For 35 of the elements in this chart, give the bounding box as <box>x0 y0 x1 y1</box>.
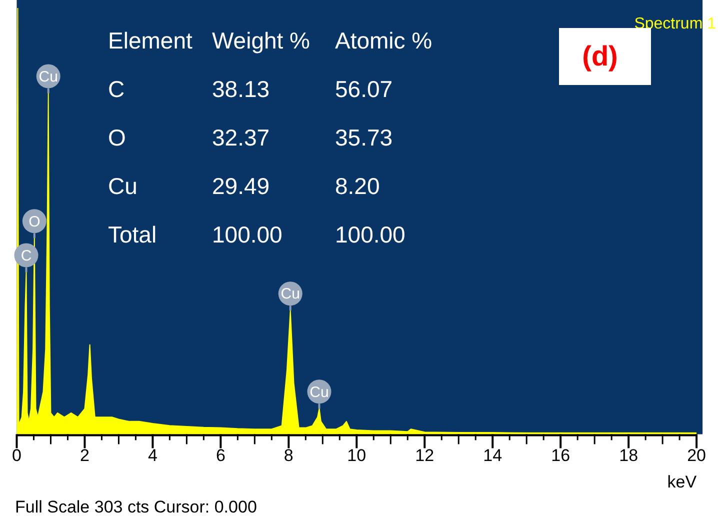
x-tick-label: 12 <box>415 446 434 466</box>
annotation: 38.13 <box>212 76 270 102</box>
annotation: 56.07 <box>335 76 393 102</box>
text: Full Scale 303 cts Cursor: 0.000 <box>15 498 257 517</box>
annotation: 29.49 <box>212 172 270 199</box>
x-tick-label: 18 <box>619 446 638 466</box>
annotation: C <box>108 76 125 102</box>
annotation: 100.00 <box>212 221 282 248</box>
annotation: 35.73 <box>335 124 393 150</box>
x-tick-label: 8 <box>284 446 294 466</box>
annotation: Cu <box>280 286 300 303</box>
x-tick-label: 14 <box>483 446 502 466</box>
x-tick-label: 10 <box>347 446 366 466</box>
annotation: Cu <box>38 68 58 86</box>
annotation: Spectrum 1 <box>634 15 716 32</box>
annotation: 100.00 <box>335 221 406 248</box>
annotation: O <box>28 213 40 230</box>
x-axis-title: keV <box>667 472 698 492</box>
x-tick-label: 6 <box>216 446 226 466</box>
x-tick-label: 2 <box>80 446 90 466</box>
annotation: Atomic % <box>335 27 432 54</box>
x-tick-label: 20 <box>687 446 706 466</box>
annotation: 32.37 <box>212 124 270 150</box>
annotation: Cu <box>108 172 138 199</box>
annotation: (d) <box>582 40 618 72</box>
annotation: C <box>20 247 32 264</box>
annotation: Element <box>108 27 193 54</box>
x-tick-label: 0 <box>12 446 22 466</box>
annotation: O <box>108 124 126 150</box>
x-tick-label: 4 <box>148 446 158 466</box>
x-tick-label: 16 <box>551 446 570 466</box>
annotation: 8.20 <box>335 172 380 199</box>
annotation: Total <box>108 221 157 248</box>
annotation: Cu <box>310 384 329 401</box>
annotation: Weight % <box>212 27 310 54</box>
